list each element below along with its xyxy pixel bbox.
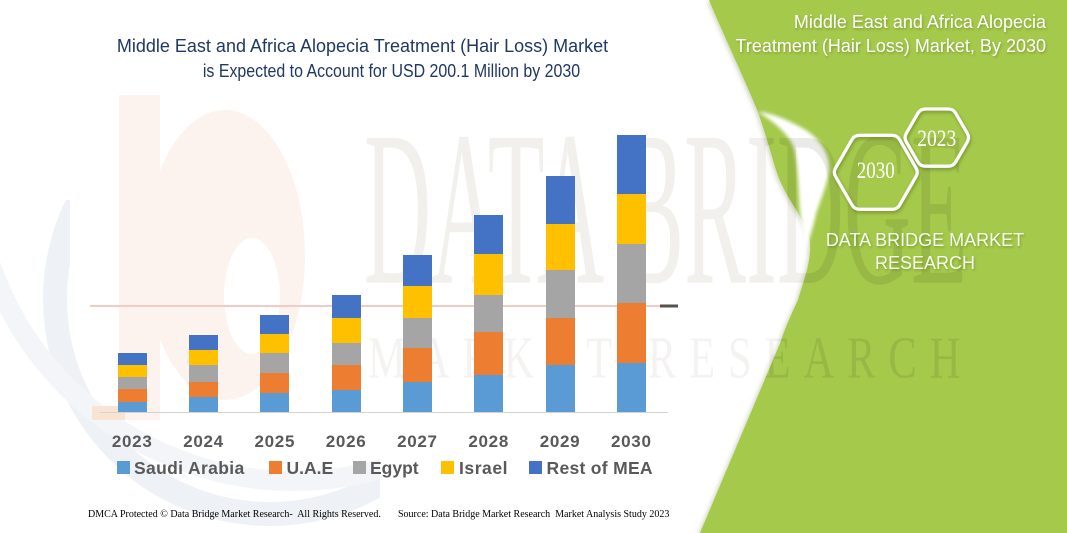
- svg-text:2030: 2030: [857, 158, 895, 183]
- svg-text:2023: 2023: [917, 126, 956, 151]
